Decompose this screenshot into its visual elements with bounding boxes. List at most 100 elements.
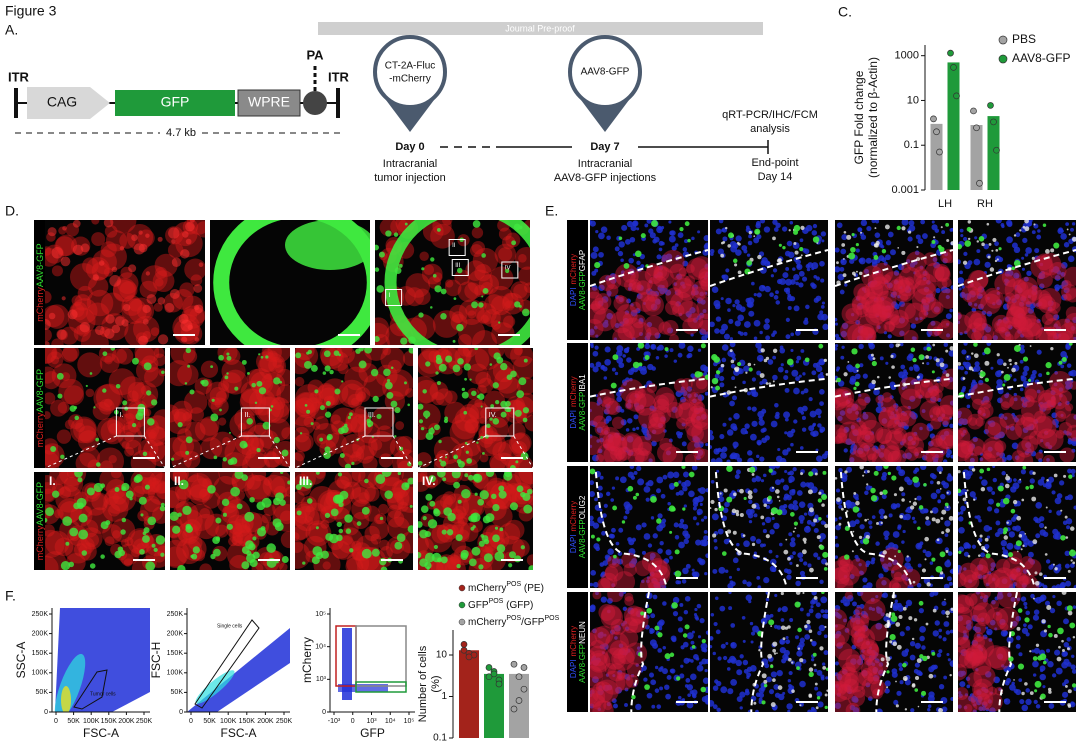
cell-signal	[940, 493, 946, 500]
cell-signal	[148, 426, 165, 446]
cell-signal	[128, 297, 155, 324]
cell-signal	[495, 399, 500, 405]
cell-signal	[1022, 237, 1028, 243]
cell-signal	[396, 533, 406, 543]
cell-signal	[692, 516, 697, 521]
cell-signal	[866, 483, 869, 486]
cell-signal	[672, 304, 685, 317]
cell-signal	[627, 399, 632, 404]
cell-signal	[687, 345, 694, 352]
cell-signal	[276, 384, 290, 404]
cell-signal	[669, 348, 674, 353]
cell-signal	[1025, 301, 1032, 308]
cell-signal	[590, 480, 595, 486]
cell-signal	[967, 470, 973, 477]
cell-signal	[513, 457, 532, 468]
cell-signal	[78, 529, 89, 540]
cell-signal	[683, 504, 687, 508]
cell-signal	[958, 365, 962, 370]
cell-signal	[601, 643, 609, 650]
cell-signal	[836, 428, 846, 438]
cell-signal	[123, 303, 131, 312]
cell-signal	[800, 472, 804, 476]
cell-signal	[1071, 222, 1076, 226]
cell-signal	[393, 232, 399, 237]
cell-signal	[1059, 581, 1067, 588]
cell-signal	[609, 629, 616, 635]
cell-signal	[883, 530, 890, 537]
cell-signal	[692, 317, 698, 323]
cell-signal	[1038, 449, 1043, 454]
cell-signal	[914, 378, 935, 399]
cell-signal	[996, 319, 1009, 332]
cell-signal	[421, 267, 425, 271]
cell-signal	[364, 486, 380, 502]
cell-signal	[668, 220, 672, 224]
cell-signal	[513, 283, 528, 299]
cell-signal	[607, 663, 626, 682]
cell-signal	[668, 438, 673, 443]
cell-signal	[704, 694, 708, 702]
cell-signal	[252, 551, 260, 559]
cell-signal	[594, 421, 609, 436]
cell-signal	[215, 517, 222, 524]
cell-signal	[770, 558, 777, 566]
cell-signal	[184, 382, 188, 385]
cell-signal	[719, 492, 722, 495]
cell-signal	[764, 260, 771, 267]
cell-signal	[792, 504, 799, 511]
cell-signal	[973, 258, 981, 266]
cell-signal	[626, 676, 631, 681]
cell-signal	[659, 416, 666, 423]
cell-signal	[686, 425, 705, 443]
cell-signal	[918, 310, 928, 320]
cell-signal	[602, 513, 607, 518]
cell-signal	[967, 281, 982, 296]
cell-signal	[715, 448, 720, 453]
cell-signal	[618, 297, 624, 303]
cell-signal	[636, 227, 640, 231]
cell-signal	[603, 503, 608, 508]
cell-signal	[104, 490, 120, 506]
cell-signal	[523, 358, 528, 363]
cell-signal	[317, 382, 335, 401]
cell-signal	[99, 353, 120, 373]
cell-signal	[635, 404, 645, 414]
cell-signal	[815, 448, 819, 452]
cell-signal	[782, 226, 788, 232]
marker-name: IBA1	[578, 374, 587, 392]
cell-signal	[302, 561, 306, 565]
cell-signal	[961, 387, 966, 392]
tumor-border	[962, 472, 1036, 588]
cell-signal	[644, 343, 651, 350]
cell-signal	[610, 618, 627, 635]
roi-box	[115, 407, 145, 437]
cell-signal	[1021, 435, 1039, 453]
cell-signal	[596, 443, 618, 462]
cell-signal	[1031, 289, 1038, 296]
cell-signal	[390, 400, 398, 408]
cell-signal	[431, 391, 445, 406]
cell-signal	[804, 634, 811, 640]
cell-signal	[657, 648, 663, 653]
cell-signal	[662, 320, 679, 336]
data-point	[465, 653, 473, 661]
cell-signal	[779, 542, 783, 547]
cell-signal	[737, 362, 742, 367]
cell-signal	[733, 445, 737, 449]
cell-signal	[664, 684, 670, 690]
cell-signal	[1001, 224, 1005, 229]
cell-signal	[468, 558, 477, 567]
cell-signal	[602, 431, 623, 452]
cell-signal	[836, 261, 839, 265]
cell-signal	[1038, 293, 1053, 308]
cell-signal	[890, 354, 894, 358]
cell-signal	[813, 518, 818, 523]
label-strip	[34, 472, 45, 570]
cell-signal	[1013, 316, 1029, 331]
cell-signal	[1056, 493, 1063, 499]
cell-signal	[631, 337, 636, 340]
cell-signal	[422, 516, 427, 521]
cell-signal	[325, 400, 331, 407]
cell-signal	[590, 687, 599, 705]
